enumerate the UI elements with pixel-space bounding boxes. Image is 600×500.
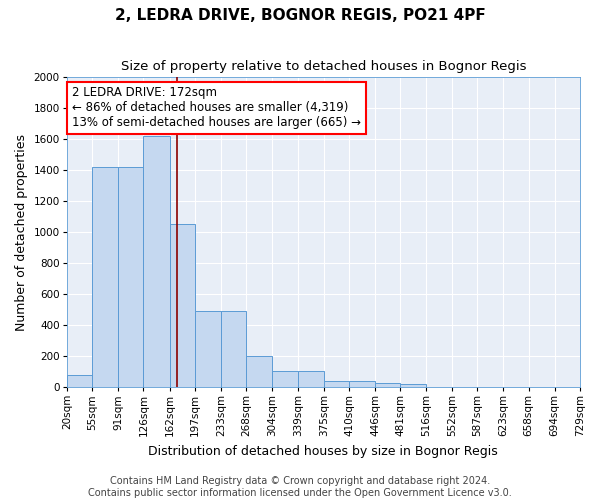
- Text: Contains HM Land Registry data © Crown copyright and database right 2024.
Contai: Contains HM Land Registry data © Crown c…: [88, 476, 512, 498]
- Bar: [375, 383, 400, 387]
- Bar: [118, 167, 143, 387]
- Text: 2, LEDRA DRIVE, BOGNOR REGIS, PO21 4PF: 2, LEDRA DRIVE, BOGNOR REGIS, PO21 4PF: [115, 8, 485, 22]
- Bar: [143, 136, 170, 387]
- Bar: [67, 374, 92, 387]
- Bar: [324, 381, 349, 387]
- Bar: [92, 167, 118, 387]
- Bar: [400, 384, 426, 387]
- Bar: [272, 371, 298, 387]
- Bar: [221, 311, 246, 387]
- Bar: [170, 224, 195, 387]
- Bar: [298, 371, 324, 387]
- Bar: [195, 311, 221, 387]
- Title: Size of property relative to detached houses in Bognor Regis: Size of property relative to detached ho…: [121, 60, 526, 73]
- Y-axis label: Number of detached properties: Number of detached properties: [15, 134, 28, 330]
- Bar: [349, 381, 375, 387]
- Text: 2 LEDRA DRIVE: 172sqm
← 86% of detached houses are smaller (4,319)
13% of semi-d: 2 LEDRA DRIVE: 172sqm ← 86% of detached …: [72, 86, 361, 129]
- Bar: [246, 356, 272, 387]
- X-axis label: Distribution of detached houses by size in Bognor Regis: Distribution of detached houses by size …: [148, 444, 498, 458]
